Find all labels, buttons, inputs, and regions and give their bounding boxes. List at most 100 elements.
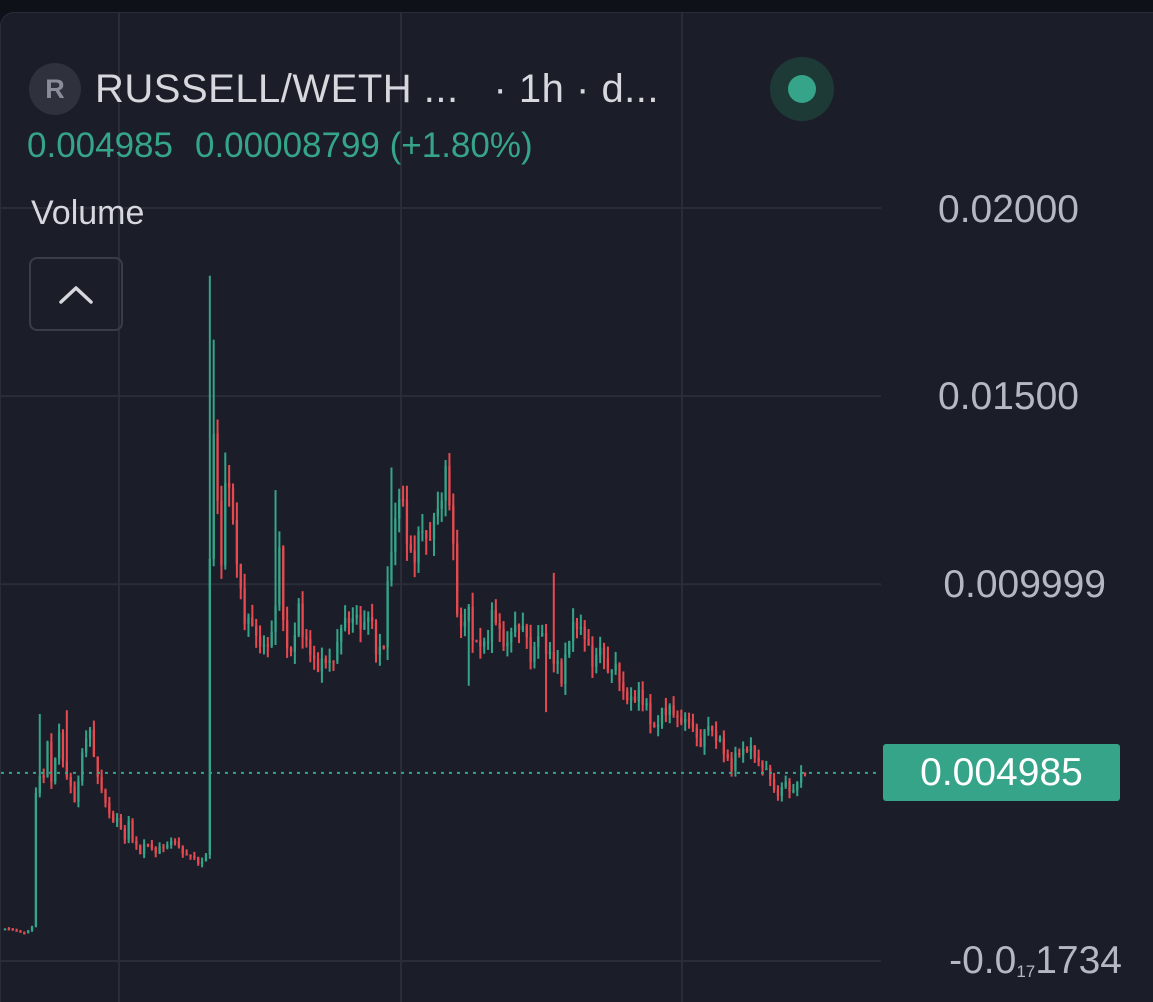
candle-body: [3, 928, 7, 931]
candle-body: [216, 433, 219, 501]
candle-body: [533, 646, 536, 662]
chevron-up-icon: [59, 286, 93, 304]
candle-body: [301, 603, 304, 637]
candle-body: [212, 433, 215, 559]
candle-body: [204, 854, 208, 862]
candle-body: [115, 817, 119, 822]
candle-body: [409, 544, 412, 551]
candle-body: [463, 621, 467, 627]
candle-body: [428, 538, 432, 541]
y-tick-label: -0.0171734: [949, 939, 1122, 982]
candle-body: [564, 654, 567, 684]
candle-body: [247, 617, 250, 624]
candle-body: [127, 820, 130, 840]
candle-body: [255, 625, 258, 636]
candle-body: [46, 741, 49, 777]
candle-body: [19, 930, 22, 933]
candle-body: [560, 661, 563, 684]
candle-body: [541, 633, 544, 637]
change-value: 0.00008799: [194, 126, 380, 165]
candle-body: [367, 617, 370, 622]
candle-body: [189, 854, 192, 857]
candle-body: [796, 782, 799, 791]
legend: R RUSSELL/WETH ... · 1h · d...: [29, 59, 659, 119]
chart-widget: R RUSSELL/WETH ... · 1h · d... 0.004985 0…: [0, 12, 1153, 1002]
candle-body: [687, 718, 691, 722]
candle-body: [81, 752, 84, 782]
change-percent: (+1.80%): [389, 126, 533, 165]
candle-body: [123, 828, 126, 840]
candle-body: [699, 737, 702, 747]
candle-body: [158, 846, 161, 854]
candle-body: [726, 754, 729, 759]
candle-body: [309, 639, 312, 656]
candle-body: [633, 696, 637, 702]
candle-body: [788, 781, 791, 792]
candle-body: [537, 636, 540, 647]
candle-body: [208, 558, 211, 855]
candle-body: [61, 732, 65, 762]
candle-body: [510, 632, 513, 643]
candle-body: [181, 846, 184, 854]
candle-body: [100, 776, 103, 791]
candle-body: [599, 647, 602, 656]
candle-body: [614, 663, 617, 671]
candle-body: [637, 689, 640, 702]
candle-body: [548, 651, 552, 654]
candle-body: [587, 639, 590, 646]
candle-body: [595, 655, 598, 667]
candle-body: [660, 707, 664, 725]
candle-body: [42, 775, 45, 778]
candle-body: [135, 840, 138, 846]
candle-body: [483, 641, 486, 647]
candle-body: [227, 482, 231, 488]
candle-body: [583, 626, 586, 640]
price-chart[interactable]: [1, 13, 1153, 1002]
candle-body: [293, 635, 297, 652]
candle-body: [282, 547, 285, 621]
candle-body: [517, 624, 521, 630]
candle-body: [370, 617, 374, 622]
candle-body: [664, 707, 668, 715]
candle-body: [610, 670, 613, 673]
candle-body: [803, 772, 807, 775]
candle-body: [324, 658, 327, 664]
candle-body: [139, 845, 142, 855]
symbol-title[interactable]: RUSSELL/WETH ... · 1h · d...: [95, 66, 660, 111]
candle-body: [695, 727, 698, 738]
candle-body: [502, 628, 505, 647]
candle-body: [340, 627, 343, 642]
candle-body: [405, 499, 409, 545]
price-row: 0.004985 0.00008799 (+1.80%): [27, 126, 533, 166]
candle-body: [475, 640, 478, 643]
candle-body: [459, 613, 463, 627]
last-price-badge: 0.004985: [883, 744, 1120, 801]
candle-body: [591, 645, 594, 667]
candle-body: [73, 786, 76, 802]
candle-body: [336, 641, 339, 661]
candle-body: [112, 813, 115, 822]
candle-body: [421, 530, 424, 533]
status-indicator[interactable]: [770, 57, 834, 121]
collapse-button[interactable]: [29, 257, 123, 331]
volume-label[interactable]: Volume: [31, 194, 145, 232]
candle-body: [506, 642, 509, 647]
candle-body: [382, 646, 385, 649]
candle-body: [262, 644, 266, 647]
candle-body: [467, 606, 470, 622]
candle-body: [197, 857, 200, 864]
candle-body: [653, 724, 656, 728]
candle-body: [266, 644, 269, 647]
candle-body: [656, 724, 660, 728]
candle-body: [668, 705, 671, 715]
candle-body: [92, 729, 96, 757]
candle-body: [425, 530, 428, 539]
token-logo: R: [29, 63, 81, 115]
candle-body: [776, 789, 780, 796]
candle-body: [185, 853, 188, 856]
candle-body: [722, 738, 725, 755]
candle-body: [65, 761, 68, 778]
candle-body: [552, 651, 555, 664]
candle-body: [761, 761, 764, 769]
candle-body: [278, 547, 281, 606]
